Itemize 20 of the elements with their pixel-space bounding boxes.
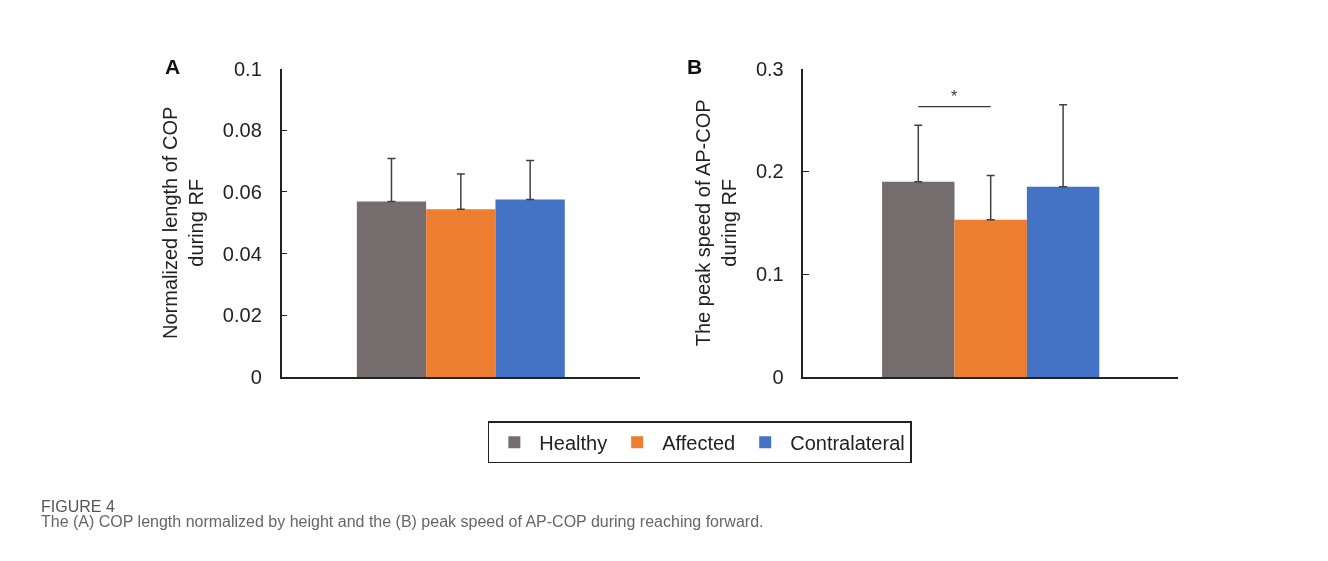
legend-label: Affected	[662, 432, 736, 454]
y-tick-label: 0.04	[222, 242, 262, 265]
chart-title: B	[687, 55, 703, 78]
y-tick-label: 0.06	[222, 180, 262, 203]
y-tick-label: 0.2	[755, 160, 784, 183]
legend-label: Healthy	[539, 432, 608, 454]
y-tick-label: 0.3	[755, 57, 784, 80]
y-tick-label: 0.1	[233, 57, 262, 80]
y-tick-label: 0	[772, 365, 784, 388]
caption: FIGURE 4	[41, 498, 115, 515]
text: The (A) COP length normalized by height and the (B) peak speed of AP-COP during reaching forward.	[41, 513, 764, 530]
y-tick-label: 0.1	[755, 263, 784, 286]
y-tick-label: 0.02	[222, 304, 262, 327]
y-axis-title: The peak speed of AP-COP during RF	[691, 99, 740, 347]
y-axis-title: Normalized length of COP during RF	[158, 106, 207, 339]
legend-label: Contralateral	[790, 432, 905, 454]
annotation: *	[951, 88, 958, 105]
y-tick-label: 0	[250, 365, 262, 388]
y-tick-label: 0.08	[222, 119, 262, 142]
chart-title: A	[165, 55, 181, 78]
